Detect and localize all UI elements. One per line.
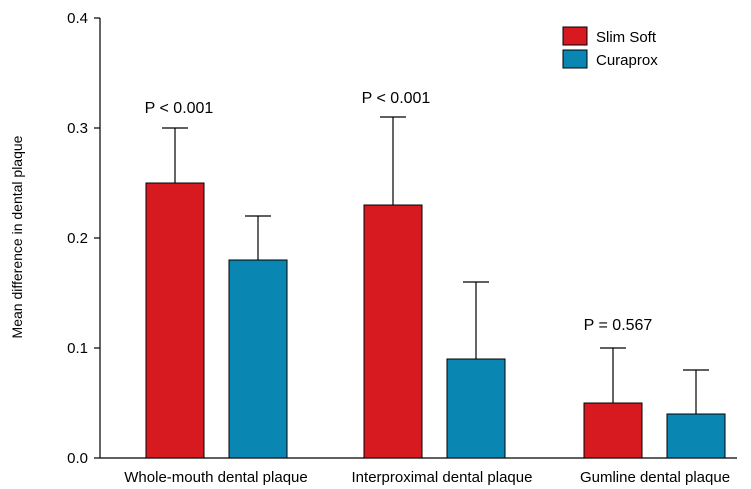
y-tick-label: 0.4 [67,10,88,27]
legend-swatch-slim-soft [562,26,588,46]
y-tick-label: 0.2 [67,230,88,247]
bar-slim-soft [363,204,423,459]
error-bars [162,116,709,414]
bar-slim-soft [583,402,643,459]
bars [145,182,726,459]
bar-curaprox [228,259,288,459]
bar-curaprox [666,413,726,459]
bar-curaprox [446,358,506,459]
y-axis-label: Mean difference in dental plaque [9,135,25,338]
annotation-whole-mouth: P < 0.001 [145,100,214,117]
annotation-interproximal: P < 0.001 [362,90,431,107]
bar-slim-soft [145,182,205,459]
legend: Slim Soft Curaprox [562,26,658,69]
legend-label-curaprox: Curaprox [596,52,658,69]
y-ticks: 0.0 0.1 0.2 0.3 0.4 [67,10,100,467]
category-label-gumline: Gumline dental plaque [580,469,730,486]
annotation-gumline: P = 0.567 [584,317,653,334]
y-tick-label: 0.0 [67,450,88,467]
legend-label-slim-soft: Slim Soft [596,29,657,46]
category-label-whole-mouth: Whole-mouth dental plaque [124,469,307,486]
y-tick-label: 0.1 [67,340,88,357]
legend-swatch-curaprox [562,49,588,69]
category-label-interproximal: Interproximal dental plaque [352,469,533,486]
y-tick-label: 0.3 [67,120,88,137]
